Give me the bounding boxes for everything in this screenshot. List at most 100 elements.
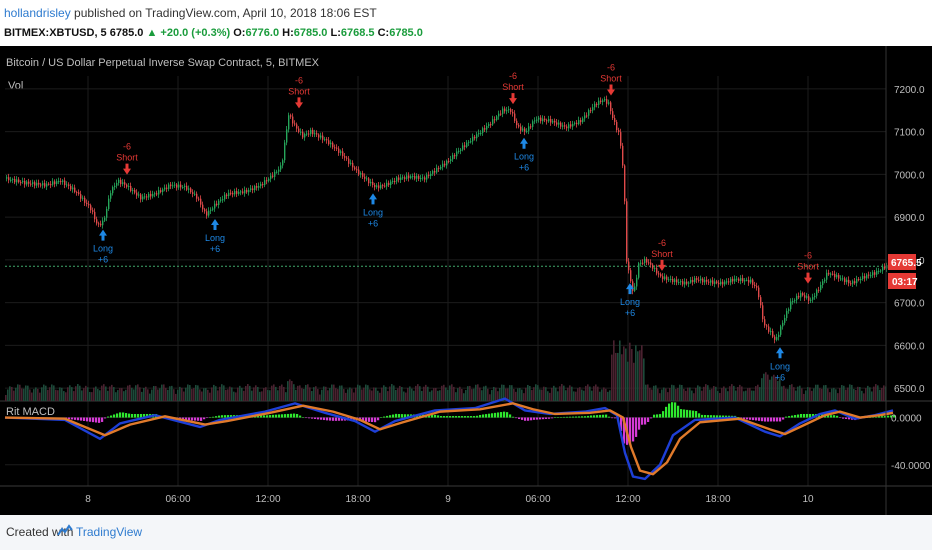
short-arrow-icon bbox=[509, 93, 517, 105]
candle-body bbox=[248, 189, 250, 193]
macd-histogram-bar bbox=[419, 414, 422, 418]
candle-body bbox=[280, 165, 282, 170]
price-tick-label: 6600.0 bbox=[894, 341, 925, 352]
volume-bar bbox=[363, 387, 365, 401]
candle-body bbox=[708, 281, 710, 283]
macd-histogram-bar bbox=[215, 416, 218, 418]
candle-body bbox=[560, 122, 562, 127]
candle-body bbox=[512, 111, 514, 114]
candle-body bbox=[200, 198, 202, 205]
macd-histogram-bar bbox=[143, 413, 146, 418]
author-link[interactable]: hollandrisley bbox=[4, 6, 71, 20]
macd-histogram-bar bbox=[515, 417, 518, 419]
candle-body bbox=[494, 119, 496, 121]
volume-bar bbox=[479, 387, 481, 401]
volume-bar bbox=[853, 388, 855, 401]
macd-histogram-bar bbox=[389, 415, 392, 418]
published-text: published on TradingView.com, April 10, … bbox=[74, 6, 377, 20]
time-tick-label: 10 bbox=[802, 494, 814, 505]
candle-body bbox=[10, 179, 12, 181]
volume-bar bbox=[605, 388, 607, 401]
candle-body bbox=[376, 185, 378, 188]
macd-series bbox=[4, 397, 896, 481]
macd-histogram-bar bbox=[137, 413, 140, 418]
candle-body bbox=[282, 160, 284, 166]
volume-bar bbox=[111, 384, 113, 401]
candle-body bbox=[784, 317, 786, 323]
candle-body bbox=[514, 113, 516, 121]
candle-body bbox=[370, 181, 372, 184]
candle-body bbox=[556, 122, 558, 125]
candle-body bbox=[26, 181, 28, 185]
candle-body bbox=[558, 122, 560, 125]
macd-histogram-bar bbox=[818, 413, 821, 418]
candle-body bbox=[100, 223, 102, 226]
volume-bar bbox=[709, 389, 711, 401]
candle-body bbox=[304, 133, 306, 138]
candle-body bbox=[490, 124, 492, 126]
candle-body bbox=[828, 272, 830, 275]
volume-bar bbox=[691, 390, 693, 401]
volume-bar bbox=[75, 386, 77, 401]
macd-histogram-bar bbox=[131, 413, 134, 418]
volume-bar bbox=[611, 354, 613, 401]
macd-histogram-bar bbox=[464, 416, 467, 418]
macd-histogram-bar bbox=[107, 416, 110, 418]
candle-body bbox=[50, 184, 52, 186]
candle-body bbox=[504, 108, 506, 112]
chart-area[interactable]: Bitcoin / US Dollar Perpetual Inverse Sw… bbox=[0, 46, 932, 515]
volume-bar bbox=[443, 384, 445, 401]
candle-body bbox=[740, 278, 742, 281]
chart-canvas[interactable]: Bitcoin / US Dollar Perpetual Inverse Sw… bbox=[0, 46, 932, 515]
candle-body bbox=[706, 279, 708, 282]
candle-body bbox=[858, 278, 860, 281]
candle-body bbox=[668, 279, 670, 281]
candle-body bbox=[692, 279, 694, 283]
volume-bar bbox=[153, 386, 155, 401]
candle-body bbox=[224, 194, 226, 200]
candle-body bbox=[768, 326, 770, 332]
volume-bar bbox=[521, 389, 523, 401]
macd-histogram-bar bbox=[86, 417, 89, 422]
volume-bar bbox=[641, 345, 643, 401]
candle-body bbox=[294, 123, 296, 125]
volume-bar bbox=[659, 393, 661, 401]
macd-histogram-bar bbox=[833, 415, 836, 418]
volume-bar bbox=[323, 386, 325, 401]
volume-bar bbox=[777, 380, 779, 401]
volume-bar bbox=[449, 385, 451, 401]
candle-body bbox=[22, 180, 24, 183]
volume-bar bbox=[473, 388, 475, 401]
candle-body bbox=[476, 134, 478, 139]
volume-bar bbox=[295, 389, 297, 401]
macd-histogram-bar bbox=[230, 415, 233, 418]
macd-histogram-bar bbox=[479, 415, 482, 418]
candle-body bbox=[656, 267, 658, 274]
volume-bar bbox=[435, 387, 437, 401]
candle-body bbox=[772, 331, 774, 337]
candle-body bbox=[44, 183, 46, 187]
volume-bar bbox=[93, 387, 95, 401]
macd-histogram-bar bbox=[623, 417, 626, 444]
volume-bar bbox=[675, 389, 677, 401]
macd-tick-label: 0.0000 bbox=[891, 414, 922, 425]
volume-bar bbox=[117, 390, 119, 401]
candle-body bbox=[262, 183, 264, 186]
candle-body bbox=[400, 177, 402, 180]
volume-bar bbox=[665, 388, 667, 401]
macd-histogram-bar bbox=[689, 410, 692, 418]
tradingview-link[interactable]: TradingView bbox=[76, 525, 143, 539]
candle-body bbox=[422, 177, 424, 179]
volume-bar bbox=[501, 384, 503, 401]
candle-body bbox=[428, 174, 430, 176]
volume-bar bbox=[155, 386, 157, 401]
candle-body bbox=[536, 119, 538, 121]
volume-bar bbox=[805, 390, 807, 401]
volume-bar bbox=[95, 386, 97, 401]
volume-bar bbox=[571, 386, 573, 401]
volume-bar bbox=[707, 385, 709, 401]
candle-body bbox=[434, 171, 436, 173]
candle-body bbox=[592, 107, 594, 111]
volume-bar bbox=[835, 389, 837, 401]
candle-body bbox=[264, 180, 266, 186]
